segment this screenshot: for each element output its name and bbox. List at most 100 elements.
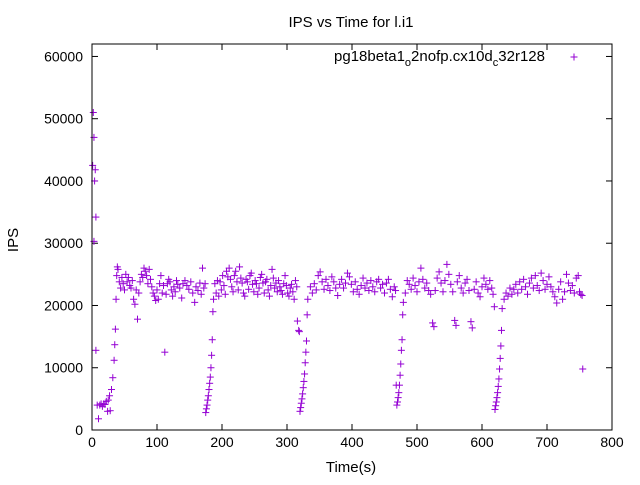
data-point (189, 289, 197, 297)
data-point (111, 341, 119, 349)
data-point (110, 356, 118, 364)
data-point (316, 268, 324, 276)
data-point (551, 293, 559, 301)
data-point (130, 295, 138, 303)
data-point (89, 108, 97, 116)
data-point (288, 280, 296, 288)
y-tick-label: 50000 (44, 111, 83, 127)
data-point (541, 285, 549, 293)
data-point (114, 265, 122, 273)
data-point (160, 282, 167, 290)
data-point (230, 272, 238, 280)
data-point (256, 273, 264, 281)
data-point (539, 277, 547, 285)
data-point (123, 278, 131, 286)
x-tick-label: 400 (340, 434, 364, 450)
data-point (176, 284, 184, 292)
data-point (140, 264, 148, 272)
data-point (516, 278, 524, 286)
data-point (117, 284, 125, 292)
data-point (150, 292, 158, 300)
data-point (322, 275, 330, 283)
data-point (397, 360, 405, 368)
data-point (357, 282, 365, 290)
data-point (216, 278, 224, 286)
data-point (208, 336, 216, 344)
data-point (518, 285, 526, 293)
data-point (486, 277, 494, 285)
data-point (109, 374, 117, 382)
data-point (308, 289, 316, 297)
data-point (524, 290, 531, 298)
data-point (397, 346, 405, 354)
data-point (303, 337, 310, 345)
data-point (492, 402, 500, 410)
data-point (407, 285, 415, 293)
data-point (445, 270, 453, 278)
data-point (459, 289, 467, 297)
data-point (338, 275, 346, 283)
data-point (254, 290, 262, 298)
data-point (301, 370, 309, 378)
data-point (500, 295, 508, 303)
data-point (381, 289, 388, 297)
data-point (512, 280, 520, 288)
data-point (490, 303, 498, 311)
data-point (128, 277, 136, 285)
data-point (289, 288, 297, 296)
data-point (113, 272, 121, 280)
data-point (429, 319, 437, 327)
data-point (194, 287, 202, 295)
data-point (136, 278, 144, 286)
data-point (178, 294, 186, 302)
data-point (443, 260, 451, 268)
data-point (394, 394, 402, 402)
data-point (181, 277, 189, 285)
data-point (202, 409, 210, 417)
data-point (494, 389, 502, 397)
data-point (568, 282, 576, 290)
axis-ticks: 0 100 200 300 400 500 600 700 800 0 10000 20000 3000… (44, 44, 624, 450)
data-point (489, 290, 497, 298)
data-point (405, 280, 413, 288)
data-point (293, 283, 301, 291)
data-point (115, 278, 123, 286)
data-point (291, 277, 299, 285)
data-point (525, 279, 533, 287)
data-point (430, 323, 438, 331)
data-point (285, 292, 293, 300)
data-point (510, 285, 518, 293)
data-point (245, 285, 253, 293)
data-point (435, 268, 443, 276)
data-point (496, 354, 504, 362)
y-axis-label: IPS (5, 228, 22, 252)
data-point (320, 285, 328, 293)
data-point (367, 277, 375, 285)
data-point (234, 286, 242, 294)
data-point (139, 273, 147, 281)
data-point (204, 392, 212, 400)
data-point (382, 279, 390, 287)
data-point (340, 284, 348, 292)
data-point (449, 288, 457, 296)
data-point (137, 270, 145, 278)
data-point (386, 285, 394, 293)
data-point (277, 287, 285, 295)
data-point (303, 311, 311, 319)
data-point (470, 285, 478, 293)
data-point (112, 295, 120, 303)
x-tick-label: 700 (535, 434, 559, 450)
y-tick-label: 20000 (44, 297, 83, 313)
data-point (237, 274, 245, 282)
x-tick-label: 800 (600, 434, 624, 450)
data-point (559, 295, 567, 303)
data-point (276, 283, 284, 291)
data-point (144, 280, 152, 288)
data-point (498, 305, 506, 313)
data-point (273, 288, 281, 296)
data-point (394, 398, 401, 406)
data-point (324, 282, 332, 290)
data-point (296, 407, 304, 415)
y-tick-label: 40000 (44, 173, 83, 189)
